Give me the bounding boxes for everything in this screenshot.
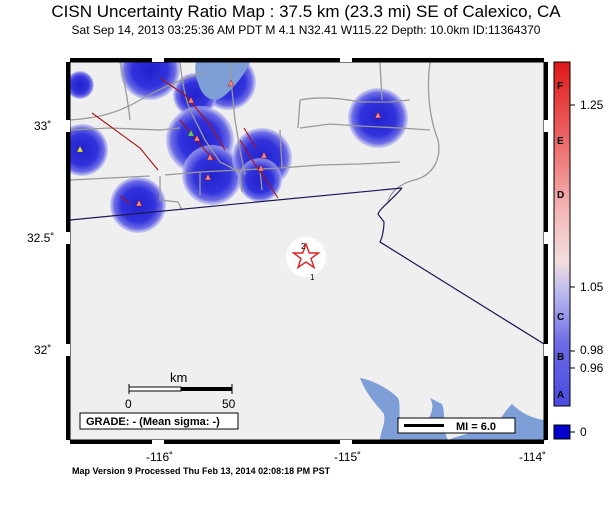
map-ticks	[66, 58, 548, 444]
scale-value-0-98: 0.98	[580, 343, 604, 357]
lon-label-114: -114˚	[519, 450, 547, 464]
map-tick-gaps	[66, 58, 548, 444]
station-label-2: 2	[301, 242, 306, 251]
scale-bar: km 0 50	[125, 370, 236, 411]
us-mexico-border	[70, 187, 403, 221]
scale-letter-c: C	[557, 312, 565, 323]
lon-label-115: -115˚	[334, 450, 362, 464]
lat-label-32: 32˚	[34, 343, 52, 357]
epicenter-star-icon	[291, 241, 321, 270]
scale-letter-b: B	[557, 352, 565, 363]
road-network	[70, 62, 440, 211]
seismic-stations	[76, 79, 382, 207]
scale-value-0: 0	[580, 425, 587, 439]
scale-value-1-25: 1.25	[580, 98, 604, 112]
scale-value-0-96: 0.96	[580, 361, 604, 375]
epicenter-halo	[286, 237, 326, 277]
scale-start: 0	[125, 397, 132, 411]
scale-value-1-05: 1.05	[580, 280, 604, 294]
grade-box	[79, 412, 239, 430]
scale-letter-a: A	[557, 390, 565, 401]
mi-legend-line	[404, 424, 444, 427]
scale-unit: km	[170, 370, 187, 385]
color-scale-zero-swatch	[553, 424, 571, 440]
color-scale-bar	[553, 61, 571, 407]
grade-text: GRADE: - (Mean sigma: -)	[86, 416, 220, 428]
scale-letter-f: F	[557, 81, 564, 92]
scale-end: 50	[222, 397, 236, 411]
map-version-footer: Map Version 9 Processed Thu Feb 13, 2014…	[72, 466, 331, 476]
lat-label-32-5: 32.5˚	[27, 231, 55, 245]
station-label-1: 1	[310, 273, 315, 282]
color-scale-ticks	[570, 104, 575, 433]
state-border	[377, 187, 544, 345]
salton-sea	[195, 62, 250, 100]
scale-letter-e: E	[557, 136, 564, 147]
mi-legend-box	[397, 417, 516, 434]
lon-label-116: -116˚	[146, 450, 174, 464]
mi-legend-text: MI = 6.0	[456, 421, 496, 433]
lat-label-33: 33˚	[34, 119, 52, 133]
scale-letter-d: D	[557, 190, 565, 201]
event-info: Sat Sep 14, 2013 03:25:36 AM PDT M 4.1 N…	[71, 23, 541, 37]
map-title: CISN Uncertainty Ratio Map : 37.5 km (23…	[51, 2, 561, 21]
